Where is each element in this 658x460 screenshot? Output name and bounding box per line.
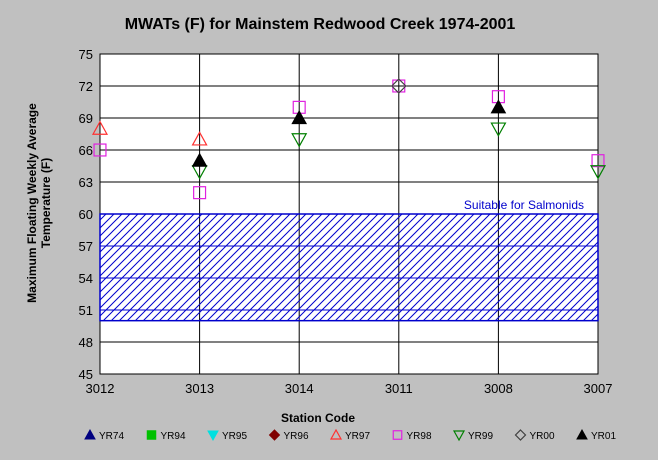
chart-title: MWATs (F) for Mainstem Redwood Creek 197… (125, 16, 516, 33)
x-tick-label: 3008 (484, 381, 513, 396)
x-tick-label: 3007 (584, 381, 613, 396)
legend-marker-yr97 (329, 428, 343, 440)
y-tick-label: 57 (79, 239, 93, 254)
legend-marker-yr00 (514, 429, 527, 441)
x-tick-label: 3011 (385, 381, 413, 396)
y-axis-label-line-1: Maximum Floating Weekly Average (25, 103, 39, 303)
suitable-band-rect (99, 213, 599, 322)
point-yr97-3012 (91, 120, 109, 135)
legend-item-yr94: YR94 (146, 430, 186, 442)
point-yr98-3012 (93, 143, 107, 157)
legend-item-yr97: YR97 (329, 428, 370, 442)
legend-item-yr01: YR01 (576, 428, 616, 442)
y-axis-label: Maximum Floating Weekly Average Temperat… (25, 103, 53, 303)
y-tick-label: 72 (79, 79, 93, 94)
y-tick-label: 45 (79, 367, 93, 382)
legend-item-yr98: YR98 (392, 430, 432, 442)
legend-marker-yr99 (452, 430, 466, 442)
legend-label-yr01: YR01 (591, 431, 616, 442)
y-tick-label: 51 (79, 303, 93, 318)
legend-marker-yr94 (146, 430, 157, 440)
point-yr98-3013 (193, 186, 207, 200)
y-tick-label: 60 (79, 207, 93, 222)
legend-label-yr96: YR96 (284, 431, 309, 442)
legend-label-yr94: YR94 (161, 431, 186, 442)
y-tick-label: 63 (79, 175, 93, 190)
y-tick-label: 69 (79, 111, 93, 126)
y-tick-label: 54 (79, 271, 93, 286)
legend-item-yr99: YR99 (452, 430, 493, 442)
x-axis-label: Station Code (281, 411, 355, 425)
legend-marker-yr01 (576, 428, 588, 440)
y-tick-label: 66 (79, 143, 93, 158)
legend-label-yr97: YR97 (345, 431, 370, 442)
x-tick-label: 3012 (86, 381, 115, 396)
legend: YR74 YR94 YR95 YR96 YR97 YR98 YR99 YR00 YR01 (84, 428, 616, 442)
y-tick-labels: 45 48 51 54 57 60 63 66 69 72 75 (79, 47, 93, 382)
point-yr98-3011 (392, 79, 406, 93)
legend-item-yr95: YR95 (207, 430, 247, 442)
legend-label-yr74: YR74 (99, 431, 124, 442)
y-tick-label: 75 (79, 47, 93, 62)
point-yr98-3007 (591, 154, 605, 168)
legend-item-yr00: YR00 (514, 429, 555, 442)
legend-marker-yr95 (207, 430, 219, 442)
legend-marker-yr74 (84, 428, 96, 440)
data-points (91, 78, 607, 200)
point-yr99-3014 (291, 133, 308, 148)
suitable-band-label: Suitable for Salmonids (464, 198, 584, 212)
point-yr01-3013 (191, 152, 208, 167)
x-tick-label: 3013 (185, 381, 214, 396)
legend-marker-yr96 (268, 429, 281, 441)
point-yr01-3014 (291, 109, 308, 125)
x-tick-labels: 3012 3013 3014 3011 3008 3007 (86, 381, 613, 396)
point-yr99-3008 (490, 122, 507, 137)
point-yr97-3013 (191, 131, 208, 146)
y-tick-label: 48 (79, 335, 93, 350)
legend-label-yr95: YR95 (222, 431, 247, 442)
legend-marker-yr98 (392, 430, 403, 440)
legend-label-yr98: YR98 (407, 431, 432, 442)
legend-label-yr00: YR00 (530, 431, 555, 442)
suitable-band: Suitable for Salmonids (99, 198, 599, 322)
legend-label-yr99: YR99 (468, 431, 493, 442)
point-yr99-3007 (589, 165, 607, 180)
x-tick-label: 3014 (285, 381, 314, 396)
point-yr00-3011 (390, 78, 407, 94)
legend-item-yr96: YR96 (268, 429, 309, 442)
legend-item-yr74: YR74 (84, 428, 124, 442)
point-yr01-3008 (490, 99, 507, 114)
y-axis-label-line-2: Temperature (F) (39, 158, 53, 248)
